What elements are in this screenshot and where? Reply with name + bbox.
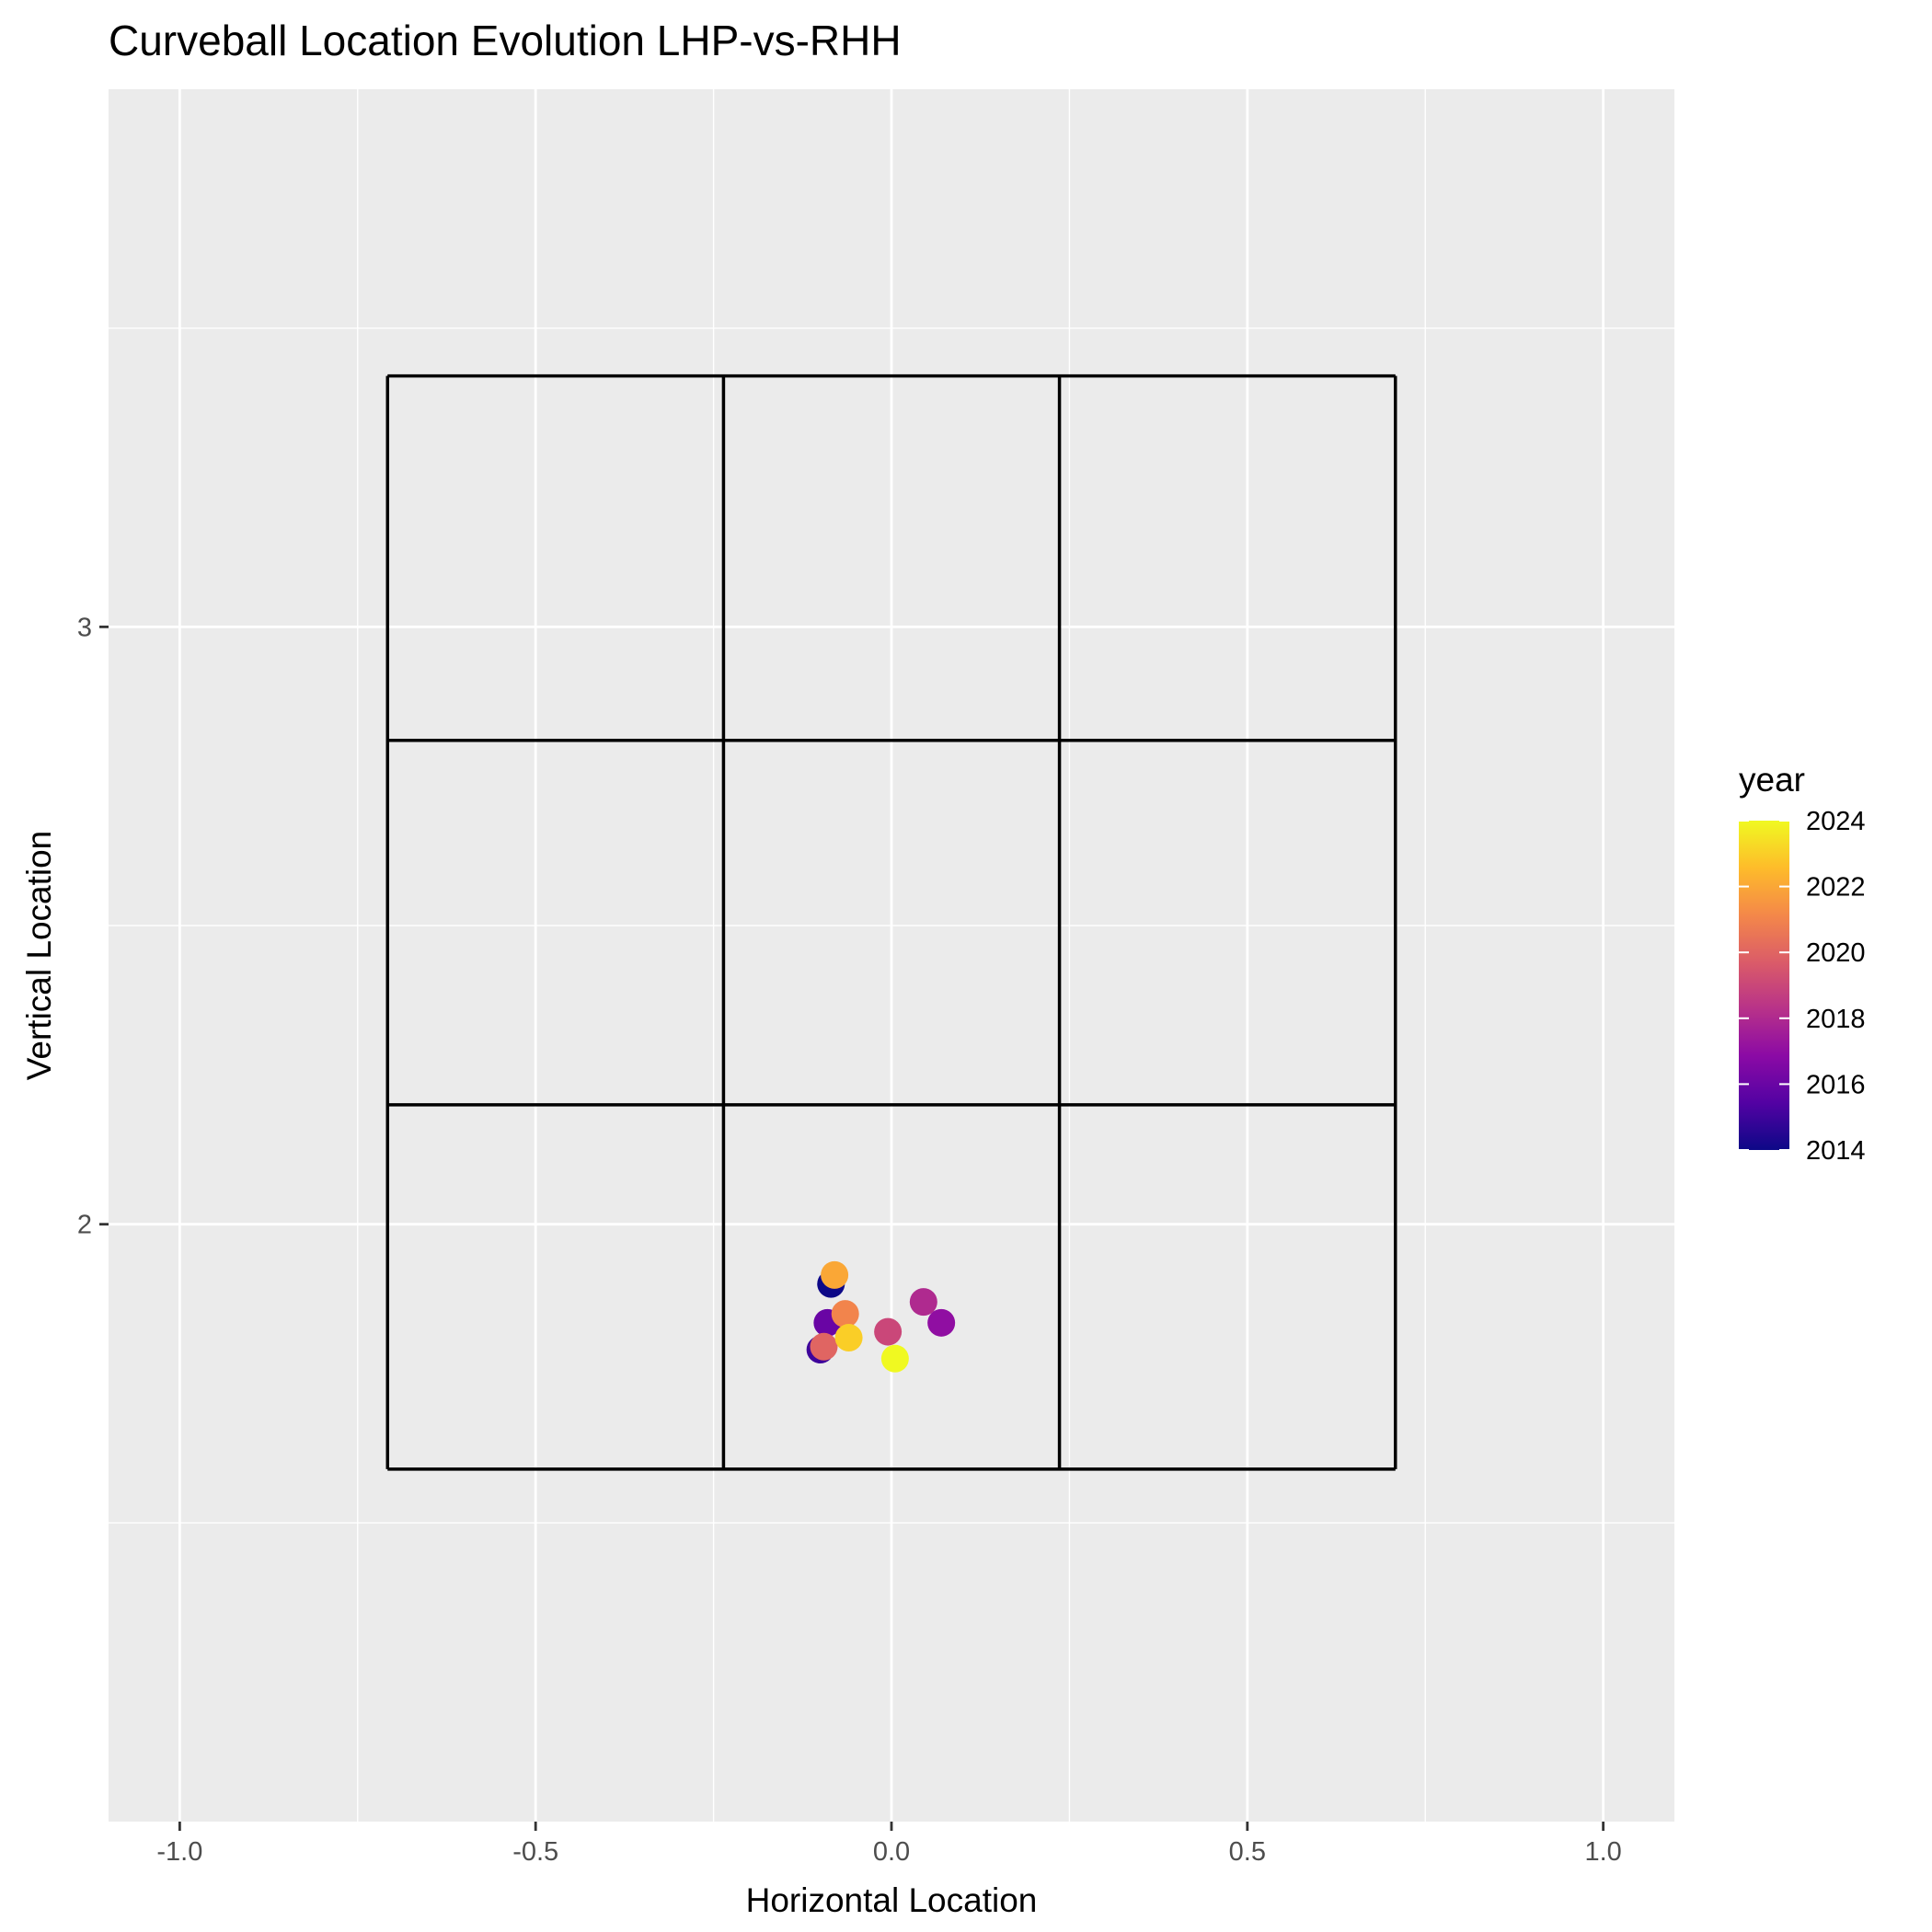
- legend-tick-label: 2024: [1806, 807, 1866, 836]
- x-tick-label: 0.0: [873, 1837, 910, 1867]
- y-axis: 23: [77, 613, 109, 1240]
- major-gridlines: [109, 89, 1674, 1822]
- data-points: [806, 1260, 956, 1373]
- y-tick-label: 2: [77, 1211, 92, 1240]
- legend-colorbar: [1739, 821, 1789, 1150]
- legend-ticks: 2014 2016 2018 2020 2022 2024: [1739, 807, 1866, 1166]
- data-point: [927, 1308, 956, 1337]
- legend-tick-label: 2014: [1806, 1136, 1866, 1166]
- legend-tick-label: 2020: [1806, 938, 1866, 968]
- legend-tick-label: 2022: [1806, 873, 1866, 903]
- x-tick-label: -0.5: [512, 1837, 558, 1867]
- data-point: [810, 1332, 838, 1361]
- data-point: [834, 1324, 863, 1352]
- data-point: [874, 1317, 903, 1346]
- y-axis-title: Vertical Location: [20, 831, 58, 1081]
- x-tick-label: -1.0: [156, 1837, 202, 1867]
- legend-tick-label: 2018: [1806, 1005, 1866, 1034]
- strike-zone: [385, 374, 1397, 1471]
- data-point: [880, 1344, 909, 1373]
- x-axis: -1.0 -0.5 0.0 0.5 1.0: [156, 1822, 1622, 1867]
- x-tick-label: 1.0: [1584, 1837, 1621, 1867]
- legend-tick-label: 2016: [1806, 1070, 1866, 1099]
- x-axis-title: Horizontal Location: [746, 1881, 1038, 1919]
- x-tick-label: 0.5: [1229, 1837, 1266, 1867]
- color-legend: year 2014 2016 2018 2020 2022 2024: [1739, 761, 1866, 1166]
- chart-title: Curveball Location Evolution LHP-vs-RHH: [109, 17, 902, 64]
- legend-title: year: [1739, 761, 1805, 799]
- y-tick-label: 3: [77, 613, 92, 642]
- data-point: [821, 1260, 849, 1289]
- data-point: [909, 1288, 937, 1317]
- data-point: [831, 1300, 859, 1328]
